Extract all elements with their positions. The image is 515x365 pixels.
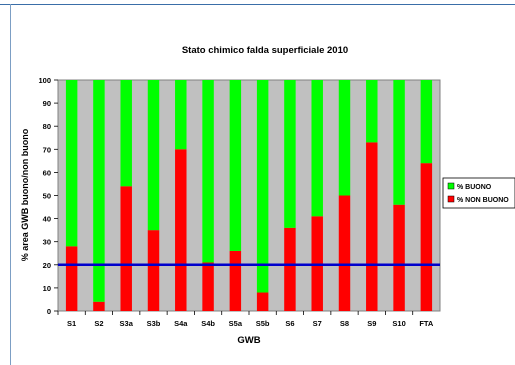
bar-non-buono [420, 163, 433, 311]
bar-buono [229, 80, 242, 251]
bar-buono [420, 80, 433, 164]
bar-non-buono [393, 204, 405, 311]
x-tick-label: S3b [147, 319, 161, 328]
x-tick-label: S6 [285, 319, 294, 328]
bar-buono [202, 80, 214, 263]
x-tick-label: S4b [201, 319, 215, 328]
legend-label-buono: % BUONO [457, 184, 492, 191]
x-tick-label: S2 [94, 319, 103, 328]
legend-swatch-non-buono [447, 195, 455, 203]
x-tick-label: S7 [313, 319, 322, 328]
bar-buono [366, 80, 378, 143]
y-tick-label: 80 [43, 122, 51, 131]
bar-buono [284, 80, 296, 228]
plot-area [57, 79, 441, 312]
y-tick-label: 100 [38, 76, 51, 85]
legend-swatch-buono [447, 182, 455, 190]
bar-group [65, 80, 433, 311]
bar-buono [338, 80, 351, 196]
bar-buono [93, 80, 105, 302]
chart-title: Stato chimico falda superficiale 2010 [182, 45, 348, 56]
x-tick-label: S1 [67, 319, 76, 328]
x-tick-label: S5a [229, 319, 243, 328]
bar-buono [120, 80, 132, 187]
bar-buono [311, 80, 323, 217]
y-axis: 0 10 20 30 40 50 60 70 80 90 100 [38, 76, 58, 316]
legend-frame [442, 177, 515, 209]
bar-non-buono [202, 262, 214, 311]
frame-left-border [10, 4, 11, 365]
y-tick-label: 30 [43, 238, 51, 247]
bar-buono [393, 80, 405, 205]
x-tick-label: FTA [419, 319, 434, 328]
bar-non-buono [366, 142, 378, 311]
bar-non-buono [256, 292, 269, 311]
bar-non-buono [229, 250, 242, 311]
legend: % BUONO % NON BUONO [442, 177, 515, 209]
bar-buono [65, 80, 78, 247]
bar-non-buono [175, 149, 187, 311]
y-tick-label: 20 [43, 261, 51, 270]
x-tick-label: S4a [174, 319, 188, 328]
bar-non-buono [120, 186, 132, 311]
y-tick-label: 10 [43, 284, 51, 293]
bar-non-buono [93, 301, 105, 311]
bar-non-buono [338, 195, 351, 311]
x-axis-label: GWB [237, 335, 260, 346]
y-tick-label: 90 [43, 99, 51, 108]
legend-label-non-buono: % NON BUONO [457, 197, 509, 204]
x-axis: S1 S2 S3a S3b S4a S4b S5a S5b S6 S7 S8 S9 S10 FTA [57, 311, 434, 328]
x-tick-label: S3a [120, 319, 134, 328]
y-tick-label: 50 [43, 192, 51, 201]
bar-non-buono [147, 230, 160, 311]
bar-non-buono [284, 227, 296, 311]
x-tick-label: S8 [340, 319, 349, 328]
y-axis-label: % area GWB buono/non buono [20, 128, 30, 261]
y-tick-label: 60 [43, 168, 51, 177]
bar-buono [175, 80, 187, 150]
y-tick-label: 40 [43, 215, 51, 224]
bar-buono [147, 80, 160, 231]
y-tick-label: 0 [47, 307, 51, 316]
x-tick-label: S10 [392, 319, 405, 328]
bar-buono [256, 80, 269, 293]
frame-top-border [0, 4, 515, 5]
bar-non-buono [65, 246, 78, 311]
x-tick-label: S9 [367, 319, 376, 328]
y-tick-label: 70 [43, 145, 51, 154]
x-tick-label: S5b [256, 319, 270, 328]
